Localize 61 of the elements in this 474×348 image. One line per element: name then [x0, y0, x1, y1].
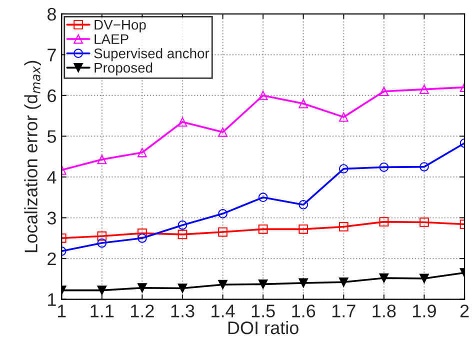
point — [420, 84, 429, 94]
x-tick-label: 1.4 — [212, 304, 235, 318]
point — [258, 280, 268, 289]
y-axis-title: Localization error (d$_{max}$) — [24, 60, 42, 252]
point — [178, 220, 188, 230]
x-tick-label: 1.9 — [413, 304, 436, 318]
y-tick-label: 1 — [48, 293, 56, 306]
y-tick-label: 7 — [48, 48, 56, 62]
y-tick-label: 6 — [48, 89, 56, 102]
x-axis-title: DOI ratio — [228, 320, 298, 334]
legend-label: LAEP — [94, 34, 128, 44]
x-tick-label: 1.3 — [171, 304, 194, 318]
point — [338, 277, 348, 287]
legend-label: DV−Hop — [94, 20, 146, 32]
point — [178, 284, 188, 293]
y-tick-label: 2 — [48, 252, 56, 266]
point — [218, 127, 228, 137]
point — [97, 231, 107, 241]
point — [379, 162, 389, 172]
y-tick-label: 4 — [47, 171, 56, 184]
point — [178, 230, 188, 240]
point — [138, 148, 147, 158]
x-tick-label: 1.2 — [131, 304, 154, 318]
point — [298, 200, 308, 210]
point — [258, 224, 268, 234]
y-tick-label: 3 — [47, 212, 56, 224]
point — [138, 283, 147, 293]
point — [258, 192, 268, 202]
point — [298, 224, 308, 234]
point — [178, 117, 188, 127]
y-tick-label: 8 — [48, 8, 56, 21]
x-tick-label: 1 — [58, 304, 66, 318]
point — [218, 208, 228, 218]
point — [379, 86, 389, 96]
point — [138, 228, 147, 238]
point — [379, 217, 389, 227]
y-tick-label: 5 — [47, 130, 56, 143]
point — [338, 222, 348, 232]
x-tick-label: 1.7 — [332, 304, 356, 318]
legend-label: Supervised anchor — [94, 48, 210, 62]
legend-label: Proposed — [94, 62, 152, 76]
point — [420, 218, 429, 227]
point — [420, 162, 429, 172]
x-tick-label: 1.5 — [252, 304, 275, 318]
x-tick-label: 1.6 — [292, 304, 316, 318]
point — [97, 154, 107, 164]
point — [338, 164, 348, 174]
point — [138, 233, 147, 243]
point — [97, 238, 107, 248]
point — [218, 227, 228, 237]
point — [258, 90, 268, 100]
point — [379, 273, 389, 283]
point — [218, 280, 228, 290]
x-tick-label: 1.1 — [90, 304, 114, 318]
point — [298, 98, 308, 108]
point — [338, 112, 348, 122]
x-tick-label: 2 — [460, 304, 469, 318]
point — [298, 278, 308, 288]
point — [97, 286, 107, 295]
point — [420, 274, 429, 284]
x-tick-label: 1.8 — [372, 304, 396, 318]
